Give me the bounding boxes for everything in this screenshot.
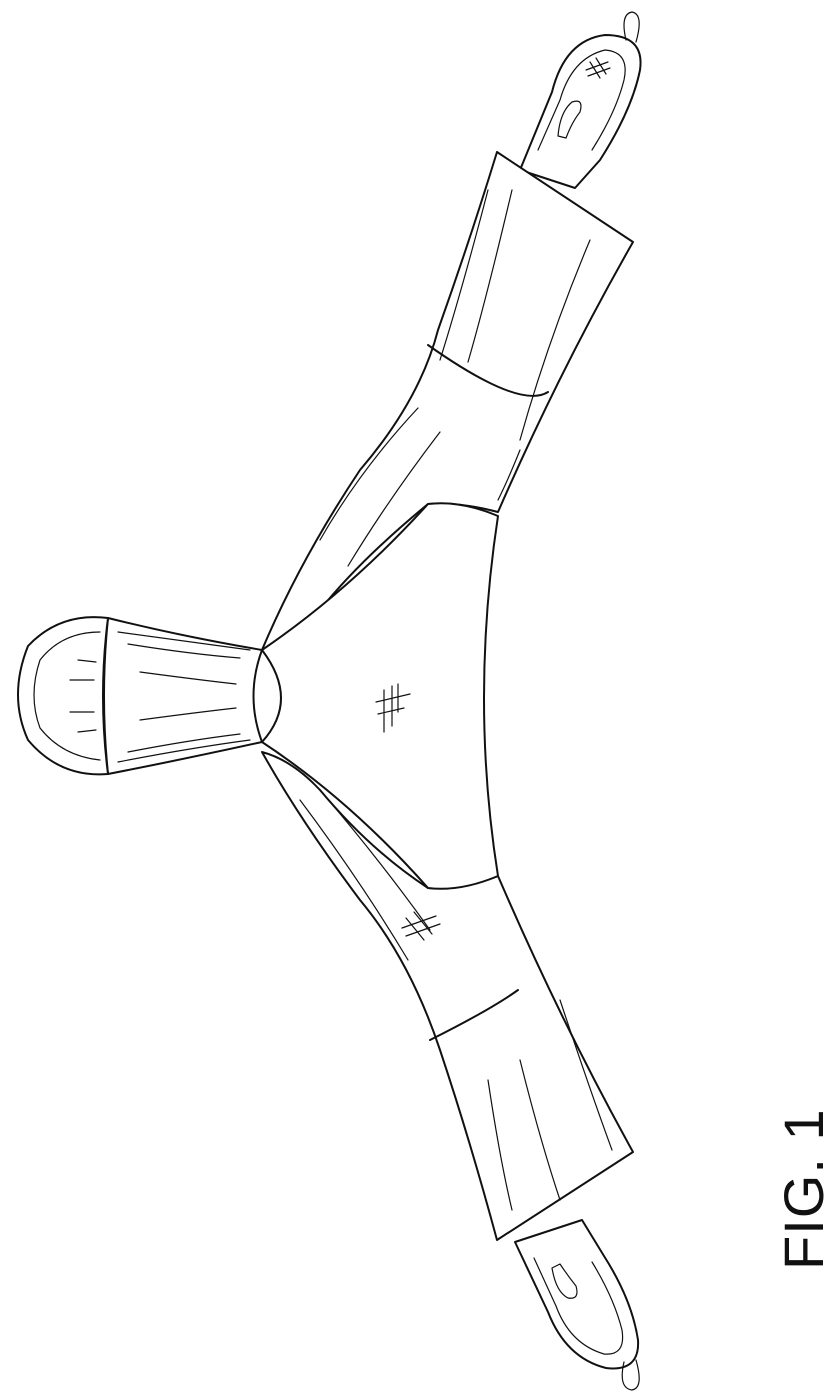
center-panel <box>262 503 498 889</box>
upper-strap-tab <box>520 12 641 188</box>
head-cap <box>18 617 108 774</box>
figure-label: FIG. 1 <box>776 1108 826 1270</box>
lower-strap-tab <box>515 1220 639 1390</box>
neck-piece <box>104 618 262 774</box>
